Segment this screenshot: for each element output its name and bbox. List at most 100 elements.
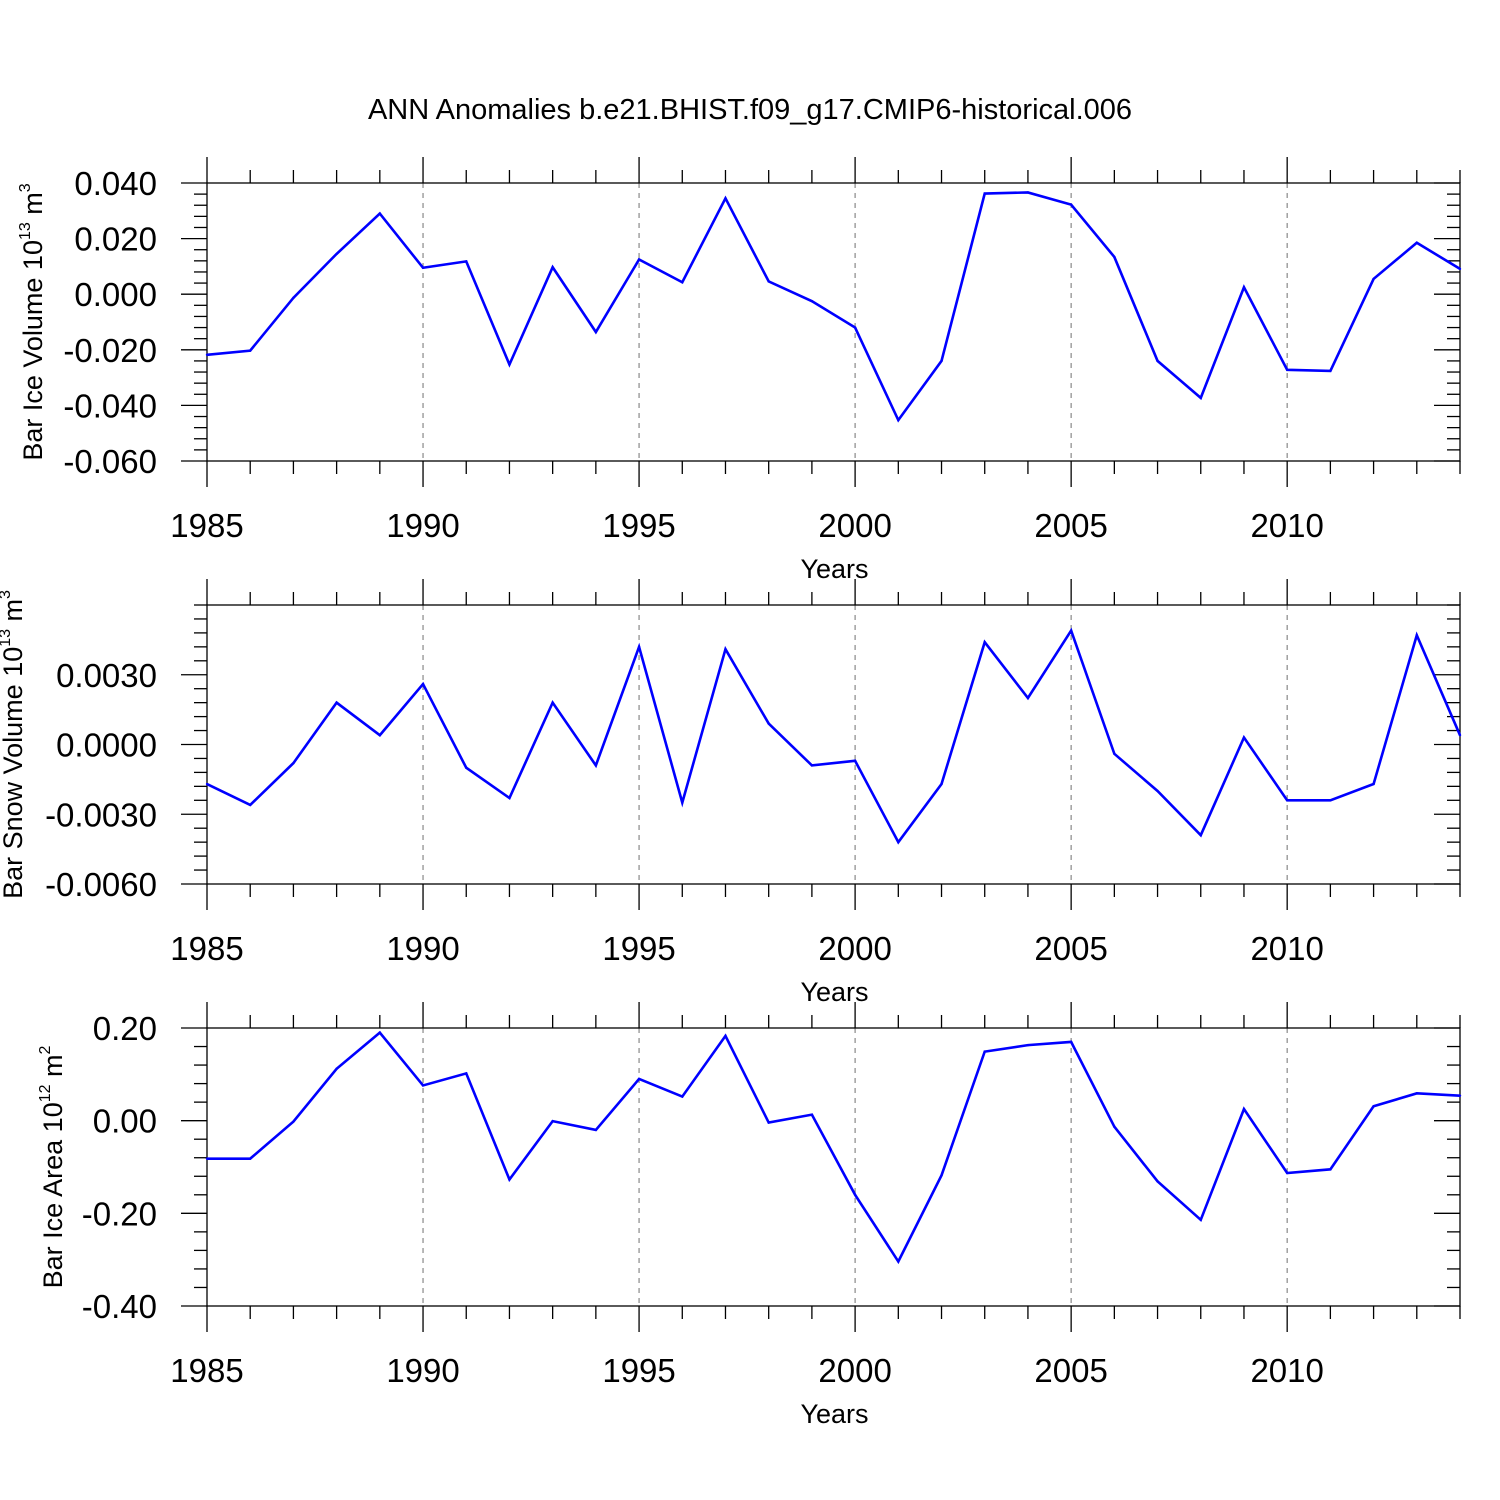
- data-point: [724, 647, 727, 651]
- data-point: [205, 353, 209, 357]
- x-tick-label: 1985: [170, 1352, 243, 1389]
- y-tick-label: 0.20: [93, 1010, 157, 1047]
- data-point: [681, 1095, 684, 1098]
- data-point: [897, 840, 900, 844]
- x-tick-label: 2000: [818, 1352, 891, 1389]
- data-point: [1199, 1218, 1202, 1222]
- data-point: [1458, 1094, 1462, 1097]
- data-point: [940, 782, 943, 786]
- y-tick-label: -0.20: [82, 1195, 157, 1232]
- data-point: [378, 1031, 382, 1034]
- y-axis-label-main: Bar Snow Volume 10: [0, 647, 28, 899]
- data-point: [637, 258, 641, 261]
- data-point: [853, 1193, 857, 1197]
- data-point: [335, 1067, 338, 1070]
- y-tick-label: 0.0030: [56, 657, 157, 694]
- data-point: [551, 1119, 554, 1123]
- data-point: [767, 722, 770, 725]
- data-point: [897, 1260, 900, 1263]
- data-point: [1329, 369, 1332, 373]
- data-point: [292, 296, 295, 300]
- panel-ice-volume: -0.060 -0.040 -0.020 0.000 0.020 0.040 1985 199…: [17, 157, 1462, 584]
- data-point: [1026, 696, 1030, 700]
- x-tick-label: 1995: [602, 1352, 675, 1389]
- data-point: [1156, 789, 1159, 793]
- data-point: [1372, 1105, 1375, 1108]
- data-point: [1199, 396, 1202, 400]
- data-point: [1415, 241, 1418, 244]
- data-point: [292, 761, 295, 765]
- y-axis-label: Bar Ice Area 1012 m2: [37, 1045, 68, 1288]
- data-point: [1372, 277, 1375, 281]
- x-tick-label: 2005: [1034, 1352, 1107, 1389]
- data-point: [335, 701, 338, 704]
- data-point: [1372, 782, 1375, 786]
- plot-frame: [206, 1027, 1461, 1307]
- data-point: [594, 330, 598, 334]
- data-point: [983, 192, 986, 195]
- data-point: [1156, 1180, 1159, 1183]
- y-axis-label-unit-exponent: 3: [17, 183, 34, 192]
- panel-ice-area: -0.40 -0.20 0.00 0.20 1985 1990 1995 2000 2005 20…: [37, 1002, 1462, 1429]
- x-tick-label: 2005: [1034, 930, 1107, 967]
- series-line-snow-volume: [206, 627, 1462, 845]
- data-point: [853, 326, 857, 329]
- x-tick-label: 1985: [170, 930, 243, 967]
- y-axis-label-main: Bar Ice Area 10: [38, 1102, 68, 1288]
- x-tick-label: 2000: [818, 507, 891, 544]
- data-point: [681, 281, 684, 284]
- x-tick-label: 2000: [818, 930, 891, 967]
- data-point: [249, 1157, 252, 1160]
- data-point: [1026, 191, 1030, 194]
- plot-frame: [206, 182, 1461, 462]
- data-point: [1199, 833, 1202, 837]
- y-axis-label-unit: m: [38, 1054, 68, 1084]
- y-axis-label-unit: m: [18, 192, 48, 222]
- data-point: [810, 764, 814, 767]
- y-tick-label: -0.020: [63, 332, 157, 369]
- x-axis-label: Years: [800, 554, 868, 584]
- data-point: [810, 299, 814, 303]
- data-point: [421, 1084, 425, 1087]
- panels: -0.060 -0.040 -0.020 0.000 0.020 0.040 1985 199…: [0, 157, 1462, 1429]
- plot-frame: [206, 604, 1461, 885]
- data-point: [637, 1077, 641, 1081]
- series-line-ice-volume: [206, 191, 1461, 423]
- data-point: [421, 266, 425, 269]
- data-point: [1113, 255, 1116, 259]
- y-axis-label: Bar Ice Volume 1013 m3: [17, 183, 48, 460]
- y-tick-label: -0.0030: [45, 796, 157, 833]
- data-point: [1242, 1107, 1246, 1111]
- data-point: [1458, 267, 1462, 271]
- x-tick-label: 2005: [1034, 507, 1107, 544]
- y-axis-label: Bar Snow Volume 1013 m3: [0, 590, 28, 899]
- x-tick-label: 2010: [1250, 1352, 1323, 1389]
- data-point: [637, 645, 641, 649]
- y-axis-label-unit-exponent: 2: [37, 1045, 54, 1054]
- x-axis-label: Years: [800, 1399, 868, 1429]
- y-tick-label: -0.40: [82, 1288, 157, 1325]
- data-point: [292, 1120, 295, 1123]
- y-tick-label: 0.020: [74, 221, 157, 258]
- data-point: [1069, 629, 1073, 632]
- data-point: [1285, 799, 1289, 802]
- data-point: [421, 682, 425, 686]
- figure-title: ANN Anomalies b.e21.BHIST.f09_g17.CMIP6-…: [368, 94, 1132, 126]
- y-axis-label-unit-exponent: 3: [0, 590, 14, 599]
- x-tick-label: 1985: [170, 507, 243, 544]
- data-point: [983, 641, 986, 644]
- data-point: [551, 701, 554, 704]
- data-point: [1242, 286, 1246, 289]
- y-tick-label: -0.060: [63, 443, 157, 480]
- x-tick-label: 1995: [602, 507, 675, 544]
- x-tick-label: 1995: [602, 930, 675, 967]
- x-tick-label: 1990: [386, 930, 459, 967]
- data-point: [508, 796, 511, 800]
- x-tick-label: 1990: [386, 1352, 459, 1389]
- data-point: [1458, 734, 1462, 737]
- data-point: [465, 260, 468, 263]
- data-point: [724, 1034, 727, 1038]
- data-point: [594, 1128, 598, 1132]
- data-point: [1415, 634, 1418, 637]
